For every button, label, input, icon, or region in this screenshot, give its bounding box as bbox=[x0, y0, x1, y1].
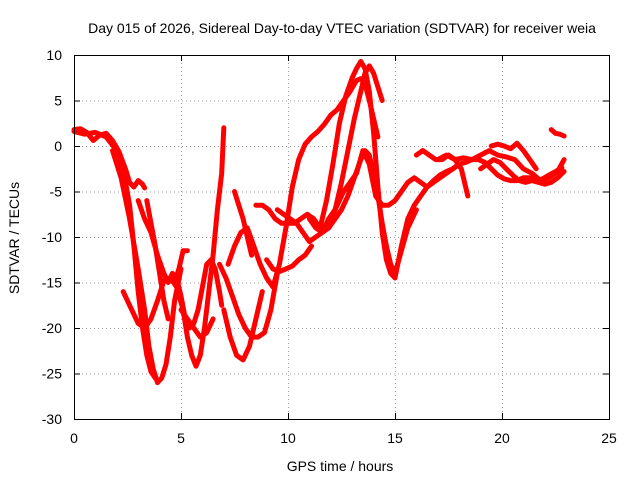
y-tick-label: -30 bbox=[42, 411, 62, 427]
y-tick-label: -10 bbox=[42, 229, 62, 245]
x-tick-label: 20 bbox=[494, 430, 510, 446]
series-trace-3 bbox=[110, 148, 184, 386]
y-tick-label: 5 bbox=[54, 93, 62, 109]
series-trace-8 bbox=[178, 307, 216, 340]
y-tick-label: -25 bbox=[42, 366, 62, 382]
series-trace-11 bbox=[232, 189, 255, 258]
series-trace-7 bbox=[167, 248, 190, 285]
y-tick-label: -5 bbox=[50, 184, 63, 200]
x-axis-label: GPS time / hours bbox=[287, 458, 394, 474]
y-tick-label: -15 bbox=[42, 275, 62, 291]
x-tick-label: 15 bbox=[387, 430, 403, 446]
series-trace-9 bbox=[217, 261, 280, 340]
y-axis-label: SDTVAR / TECUs bbox=[6, 182, 22, 294]
axis-tick-labels: 0 5 10 15 20 25 -30 -25 -20 -15 -10 -5 0 5 10 bbox=[42, 47, 617, 446]
y-tick-label: 0 bbox=[54, 138, 62, 154]
series-trace-23 bbox=[548, 127, 567, 139]
series-trace-15 bbox=[264, 243, 314, 275]
series-trace-6 bbox=[144, 198, 171, 322]
series-trace-12 bbox=[225, 76, 381, 290]
axis-ticks bbox=[74, 55, 610, 420]
data-series bbox=[71, 58, 567, 386]
x-tick-label: 5 bbox=[177, 430, 185, 446]
series-trace-21 bbox=[478, 157, 567, 187]
series-trace-13 bbox=[253, 58, 398, 281]
x-tick-label: 10 bbox=[280, 430, 296, 446]
series-trace-10 bbox=[221, 289, 265, 363]
x-tick-label: 25 bbox=[601, 430, 617, 446]
series-trace-22 bbox=[488, 140, 539, 172]
y-tick-label: 10 bbox=[46, 47, 62, 63]
chart-grid bbox=[74, 55, 609, 419]
series-trace-2 bbox=[71, 128, 158, 381]
chart-title: Day 015 of 2026, Sidereal Day-to-day VTE… bbox=[88, 20, 596, 36]
x-tick-label: 0 bbox=[70, 430, 78, 446]
y-tick-label: -20 bbox=[42, 320, 62, 336]
series-trace-20 bbox=[435, 148, 567, 184]
